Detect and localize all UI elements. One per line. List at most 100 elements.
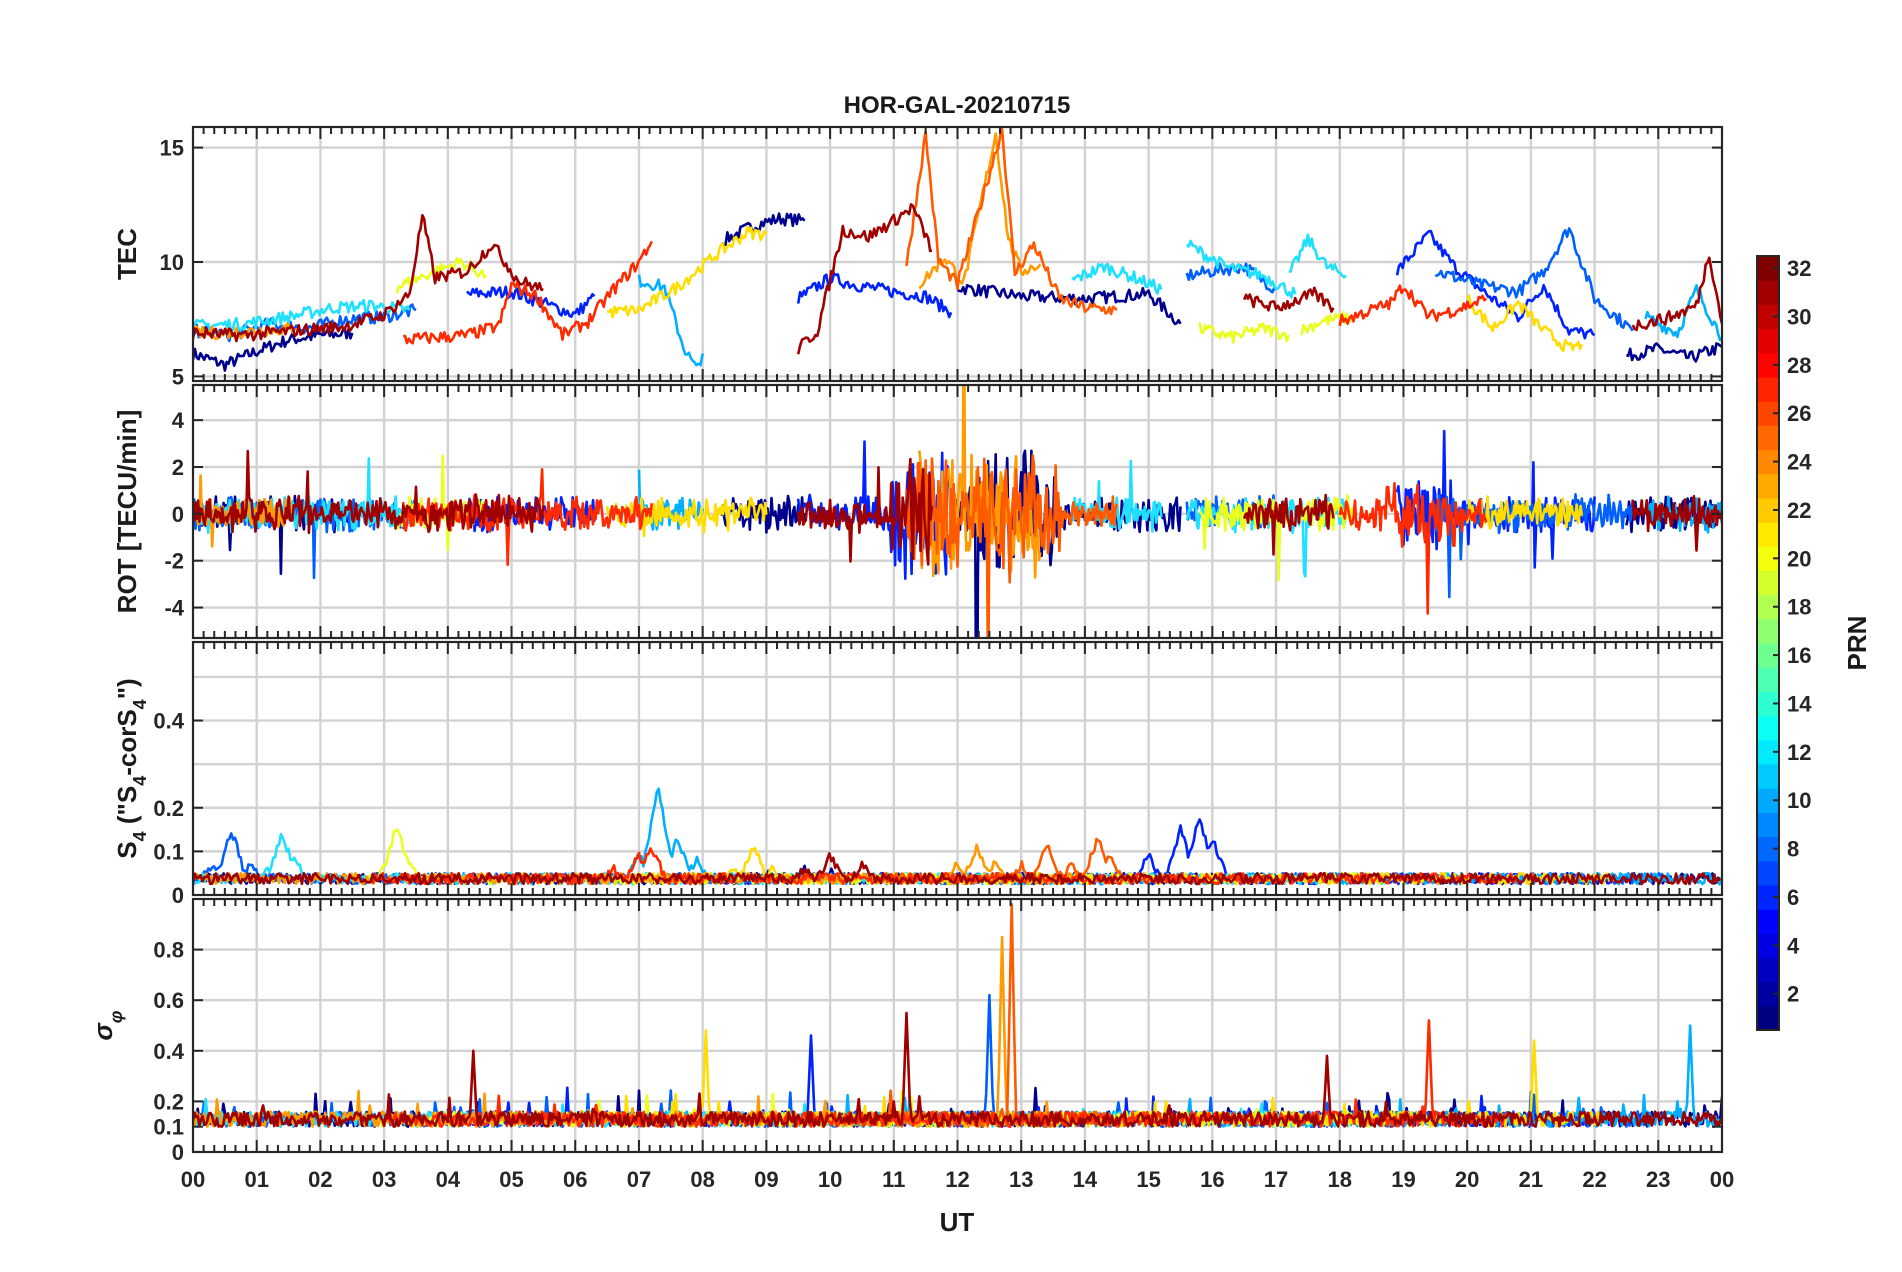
series-prn-31-rot: [796, 457, 934, 566]
series-prn-21-tec: [1466, 294, 1584, 353]
x-tick-label: 12: [945, 1167, 969, 1192]
series-prn-26-rot: [905, 454, 1119, 638]
y-tick-label: 10: [160, 250, 184, 275]
colorbar-cell: [1757, 304, 1779, 330]
series-prn-31-sigma: [193, 1011, 1722, 1128]
colorbar-cell: [1757, 352, 1779, 378]
panel-s4-data: [193, 787, 1722, 886]
colorbar-cell: [1757, 860, 1779, 886]
panel-rot-ylabel: ROT [TECU/min]: [112, 410, 142, 614]
series-prn-21-tec: [606, 225, 768, 319]
x-tick-label: 20: [1455, 1167, 1479, 1192]
series-prn-14-tec: [1288, 233, 1347, 279]
x-tick-label: 22: [1582, 1167, 1606, 1192]
colorbar-cell: [1757, 933, 1779, 959]
colorbar-cell: [1757, 836, 1779, 862]
panel-s4-grid: [193, 642, 1722, 895]
series-prn-26-sigma: [886, 902, 1136, 1128]
colorbar-cell: [1757, 667, 1779, 692]
x-tick-label: 16: [1200, 1167, 1224, 1192]
colorbar-cell: [1757, 425, 1779, 451]
series-prn-11-tec: [637, 274, 704, 367]
x-axis-label: UT: [940, 1207, 975, 1237]
series-prn-31-tec: [1631, 256, 1722, 332]
series-prn-19-rot: [1198, 496, 1291, 582]
colorbar-cell: [1757, 691, 1779, 717]
colorbar-cell: [1757, 618, 1779, 644]
series-prn-19-tec: [1300, 311, 1354, 336]
y-tick-label: 2: [172, 455, 184, 480]
series-prn-4-tec: [1395, 229, 1596, 340]
x-tick-label: 01: [244, 1167, 268, 1192]
colorbar-tick-label: 12: [1787, 740, 1811, 765]
x-tick-label: 13: [1009, 1167, 1033, 1192]
colorbar-tick-label: 20: [1787, 546, 1811, 571]
y-tick-label: 0.1: [153, 839, 184, 864]
series-prn-28-rot: [1338, 482, 1488, 615]
colorbar-tick-label: 18: [1787, 595, 1811, 620]
panel-rot-data: [193, 385, 1722, 638]
series-prn-26-tec: [905, 127, 1118, 316]
y-tick-label: -2: [164, 549, 184, 574]
series-prn-1-tec: [720, 212, 806, 247]
colorbar-tick-label: 32: [1787, 256, 1811, 281]
colorbar-cell: [1757, 812, 1779, 838]
series-prn-1-tec: [956, 283, 1182, 326]
colorbar-tick-label: 2: [1787, 982, 1799, 1007]
series-prn-11-tec: [1644, 284, 1722, 342]
colorbar-cell: [1757, 280, 1779, 305]
x-tick-label: 15: [1136, 1167, 1160, 1192]
series-prn-31-tec: [193, 214, 544, 343]
colorbar-cell: [1757, 1005, 1779, 1031]
x-tick-label: 02: [308, 1167, 332, 1192]
y-tick-label: -4: [164, 596, 184, 621]
x-tick-label: 07: [627, 1167, 651, 1192]
colorbar-tick-label: 26: [1787, 401, 1811, 426]
y-tick-label: 0.2: [153, 796, 184, 821]
series-prn-31-tec: [796, 203, 933, 355]
panel-s4: 0 0.1 0.2 0.4S4 ("S4-corS4"): [112, 640, 1724, 908]
colorbar-cell: [1757, 788, 1779, 813]
panel-sigma-minor-ticks: [192, 899, 1723, 1152]
x-tick-label: 06: [563, 1167, 587, 1192]
series-prn-31-rot: [193, 449, 545, 535]
series-prn-19-tec: [1198, 322, 1291, 344]
colorbar-cell: [1757, 546, 1779, 572]
colorbar-tick-label: 22: [1787, 498, 1811, 523]
panel-sigma-data: [193, 902, 1722, 1128]
colorbar-frame: [1756, 255, 1780, 1031]
y-tick-label: 0: [172, 883, 184, 908]
x-tick-label: 18: [1328, 1167, 1352, 1192]
colorbar-tick-label: 30: [1787, 304, 1811, 329]
panel-tec-data: [193, 127, 1722, 372]
colorbar-cell: [1757, 497, 1779, 523]
y-tick-label: 0.8: [153, 938, 184, 963]
chart-title: HOR-GAL-20210715: [844, 92, 1071, 119]
colorbar-label: PRN: [1842, 616, 1872, 671]
y-tick-label: 0: [172, 1140, 184, 1165]
x-tick-label: 21: [1519, 1167, 1543, 1192]
series-prn-31-s4: [193, 852, 1721, 886]
colorbar-cell: [1757, 570, 1779, 596]
panel-tec-ylabel: TEC: [112, 228, 142, 280]
panel-sigma-ylabel: σφ: [88, 1010, 126, 1040]
panel-sigma: 00.10.2 0.4 0.6 0.8 σφ: [88, 897, 1724, 1165]
panel-rot: -4 -2 0 2 4 ROT [TECU/min]: [112, 383, 1724, 640]
colorbar-cell: [1757, 522, 1779, 547]
colorbar-cell: [1757, 256, 1779, 281]
colorbar-tick-label: 24: [1787, 450, 1812, 475]
x-tick-label: 17: [1264, 1167, 1288, 1192]
panel-tec-minor-ticks: [192, 127, 1723, 381]
y-tick-label: 0.1: [153, 1115, 184, 1140]
y-tick-label: 4: [172, 408, 185, 433]
x-tick-label: 14: [1073, 1167, 1098, 1192]
series-prn-31-tec: [1242, 286, 1335, 313]
colorbar-cell: [1757, 981, 1779, 1007]
series-prn-28-tec: [403, 240, 653, 345]
colorbar-tick-label: 16: [1787, 643, 1811, 668]
x-tick-label: 05: [499, 1167, 523, 1192]
x-tick-label: 19: [1391, 1167, 1415, 1192]
